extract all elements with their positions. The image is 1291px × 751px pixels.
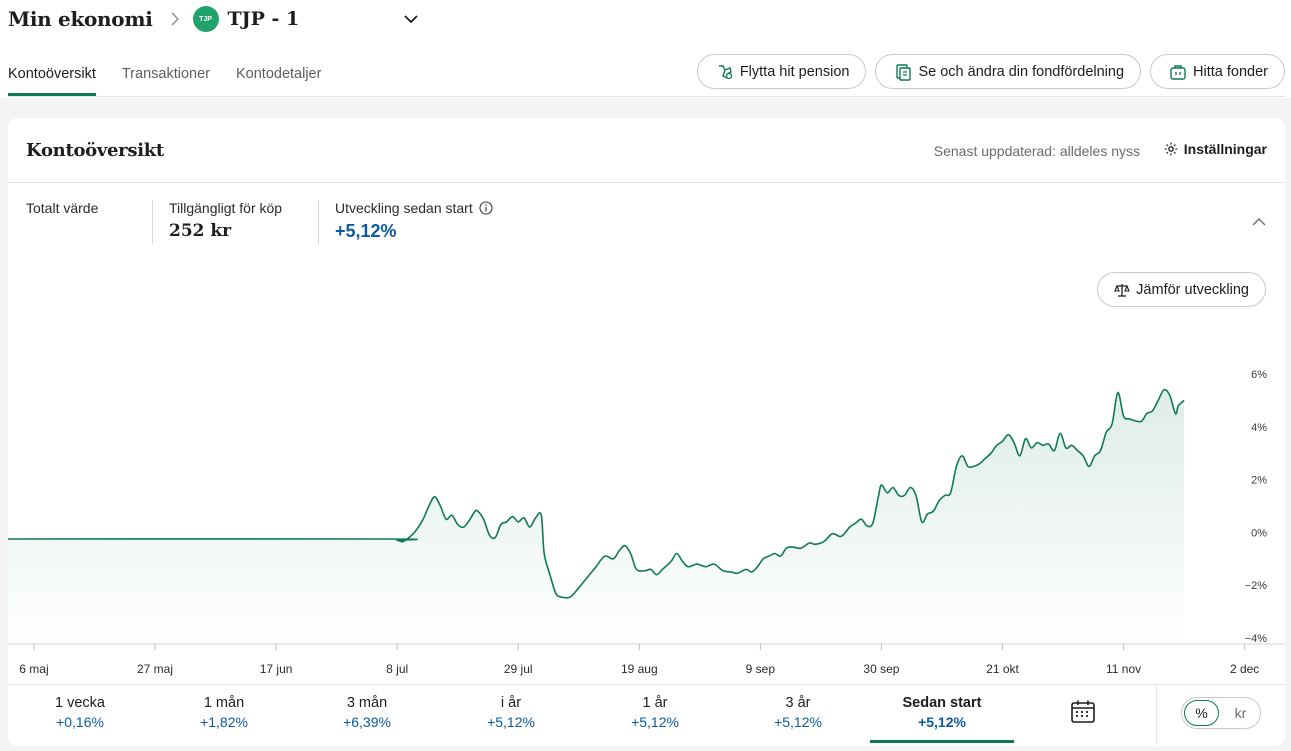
development-chart[interactable]: 6% 4% 2% 0% −2% −4% 6 maj 27 maj 17 jun 8 jul 29 … <box>8 358 1285 684</box>
period-this-year[interactable]: i år +5,12% <box>439 685 583 745</box>
y-tick-label: 2% <box>1251 475 1267 487</box>
tab-kontodetaljer[interactable]: Kontodetaljer <box>235 66 322 82</box>
tab-transaktioner[interactable]: Transaktioner <box>121 66 210 82</box>
chevron-right-icon <box>171 12 179 26</box>
scale-icon <box>1114 283 1130 297</box>
x-tick-label: 2 dec <box>1230 662 1259 676</box>
find-funds-button[interactable]: Hitta fonder <box>1150 54 1285 89</box>
unit-toggle: % kr <box>1181 697 1261 729</box>
y-tick-label: −4% <box>1245 633 1268 645</box>
period-value: +5,12% <box>631 714 679 730</box>
period-3-years[interactable]: 3 år +5,12% <box>726 685 870 745</box>
account-logo: TJP <box>192 6 219 32</box>
x-tick-label: 6 maj <box>19 662 48 676</box>
period-label: 3 år <box>785 695 811 711</box>
overview-card: Kontoöversikt Senast uppdaterad: alldele… <box>8 118 1285 746</box>
y-tick-label: 4% <box>1251 422 1267 434</box>
settings-button[interactable]: Inställningar <box>1164 141 1267 157</box>
tab-kontooversikt[interactable]: Kontoöversikt <box>8 56 96 96</box>
x-tick-label: 8 jul <box>386 662 408 676</box>
x-tick-label: 11 nov <box>1106 662 1141 676</box>
available-value: 252 kr <box>169 221 232 241</box>
x-tick-label: 27 maj <box>137 662 173 676</box>
briefcase-icon <box>1170 64 1186 80</box>
document-icon <box>896 63 912 81</box>
last-updated-text: Senast uppdaterad: alldeles nyss <box>933 143 1140 159</box>
x-tick-label: 21 okt <box>986 662 1019 676</box>
period-value: +5,12% <box>774 714 822 730</box>
period-1-week[interactable]: 1 vecka +0,16% <box>8 685 152 745</box>
page-title[interactable]: Min ekonomi <box>8 7 153 31</box>
y-tick-label: 0% <box>1251 527 1267 539</box>
top-bar: Min ekonomi TJP TJP - 1 Kontoöversikt Tr… <box>0 0 1291 98</box>
chevron-down-icon[interactable] <box>403 14 419 24</box>
period-label: i år <box>500 695 522 711</box>
development-stat: Utveckling sedan start +5,12% <box>335 200 493 242</box>
tabs-divider <box>8 96 1285 97</box>
x-tick-label: 29 jul <box>504 662 533 676</box>
action-buttons: Flytta hit pension Se och ändra din fond… <box>696 54 1285 89</box>
y-tick-label: −2% <box>1245 580 1268 592</box>
available-stat: Tillgängligt för köp 252 kr <box>169 200 282 241</box>
overview-title: Kontoöversikt <box>26 140 164 161</box>
settings-label: Inställningar <box>1183 141 1267 157</box>
period-since-start[interactable]: Sedan start +5,12% <box>870 685 1014 745</box>
find-funds-label: Hitta fonder <box>1193 63 1268 80</box>
period-1-year[interactable]: 1 år +5,12% <box>583 685 727 745</box>
calendar-icon[interactable] <box>1070 699 1096 730</box>
period-label: Sedan start <box>902 695 982 711</box>
development-value: +5,12% <box>335 221 397 241</box>
breadcrumb: Min ekonomi TJP TJP - 1 <box>8 6 419 32</box>
move-pension-button[interactable]: Flytta hit pension <box>696 54 867 89</box>
stat-divider <box>318 200 319 244</box>
fund-allocation-button[interactable]: Se och ändra din fondfördelning <box>875 54 1142 89</box>
period-label: 1 vecka <box>55 695 105 711</box>
chevron-up-icon[interactable] <box>1251 214 1267 232</box>
info-icon[interactable] <box>479 201 493 215</box>
total-value-stat: Totalt värde <box>26 200 98 216</box>
x-tick-label: 19 aug <box>621 662 658 676</box>
period-3-months[interactable]: 3 mån +6,39% <box>295 685 439 745</box>
chart-area <box>8 389 1185 644</box>
period-value: +5,12% <box>487 714 535 730</box>
period-label: 3 mån <box>346 695 388 711</box>
period-label: 1 år <box>642 695 668 711</box>
move-pension-label: Flytta hit pension <box>739 63 850 80</box>
compare-label: Jämför utveckling <box>1136 281 1249 298</box>
period-divider <box>1156 685 1157 745</box>
available-label: Tillgängligt för köp <box>169 200 283 216</box>
x-tick-label: 30 sep <box>863 662 899 676</box>
chart-line <box>8 388 1185 599</box>
x-tick-label: 9 sep <box>746 662 776 676</box>
period-selector: 1 vecka +0,16% 1 mån +1,82% 3 mån +6,39%… <box>8 684 1285 746</box>
fund-allocation-label: Se och ändra din fondfördelning <box>918 63 1125 80</box>
period-1-month[interactable]: 1 mån +1,82% <box>152 685 296 745</box>
period-value: +6,39% <box>343 714 391 730</box>
x-tick-label: 17 jun <box>260 662 293 676</box>
compare-development-button[interactable]: Jämför utveckling <box>1097 272 1266 307</box>
period-value: +1,82% <box>200 714 248 730</box>
development-label: Utveckling sedan start <box>335 200 473 216</box>
card-header: Kontoöversikt Senast uppdaterad: alldele… <box>8 118 1285 183</box>
gear-icon <box>1164 142 1177 156</box>
total-value-label: Totalt värde <box>26 200 99 216</box>
stat-divider <box>152 200 153 244</box>
kr-toggle[interactable]: kr <box>1234 705 1247 721</box>
period-label: 1 mån <box>203 695 245 711</box>
development-label-row: Utveckling sedan start <box>335 200 493 216</box>
tab-bar: Kontoöversikt Transaktioner Kontodetalje… <box>8 56 347 96</box>
account-name[interactable]: TJP - 1 <box>227 8 300 30</box>
period-value: +0,16% <box>56 714 104 730</box>
percent-toggle[interactable]: % <box>1184 700 1220 726</box>
period-value: +5,12% <box>918 714 966 730</box>
y-tick-label: 6% <box>1251 369 1267 381</box>
pension-transfer-icon <box>718 64 732 79</box>
